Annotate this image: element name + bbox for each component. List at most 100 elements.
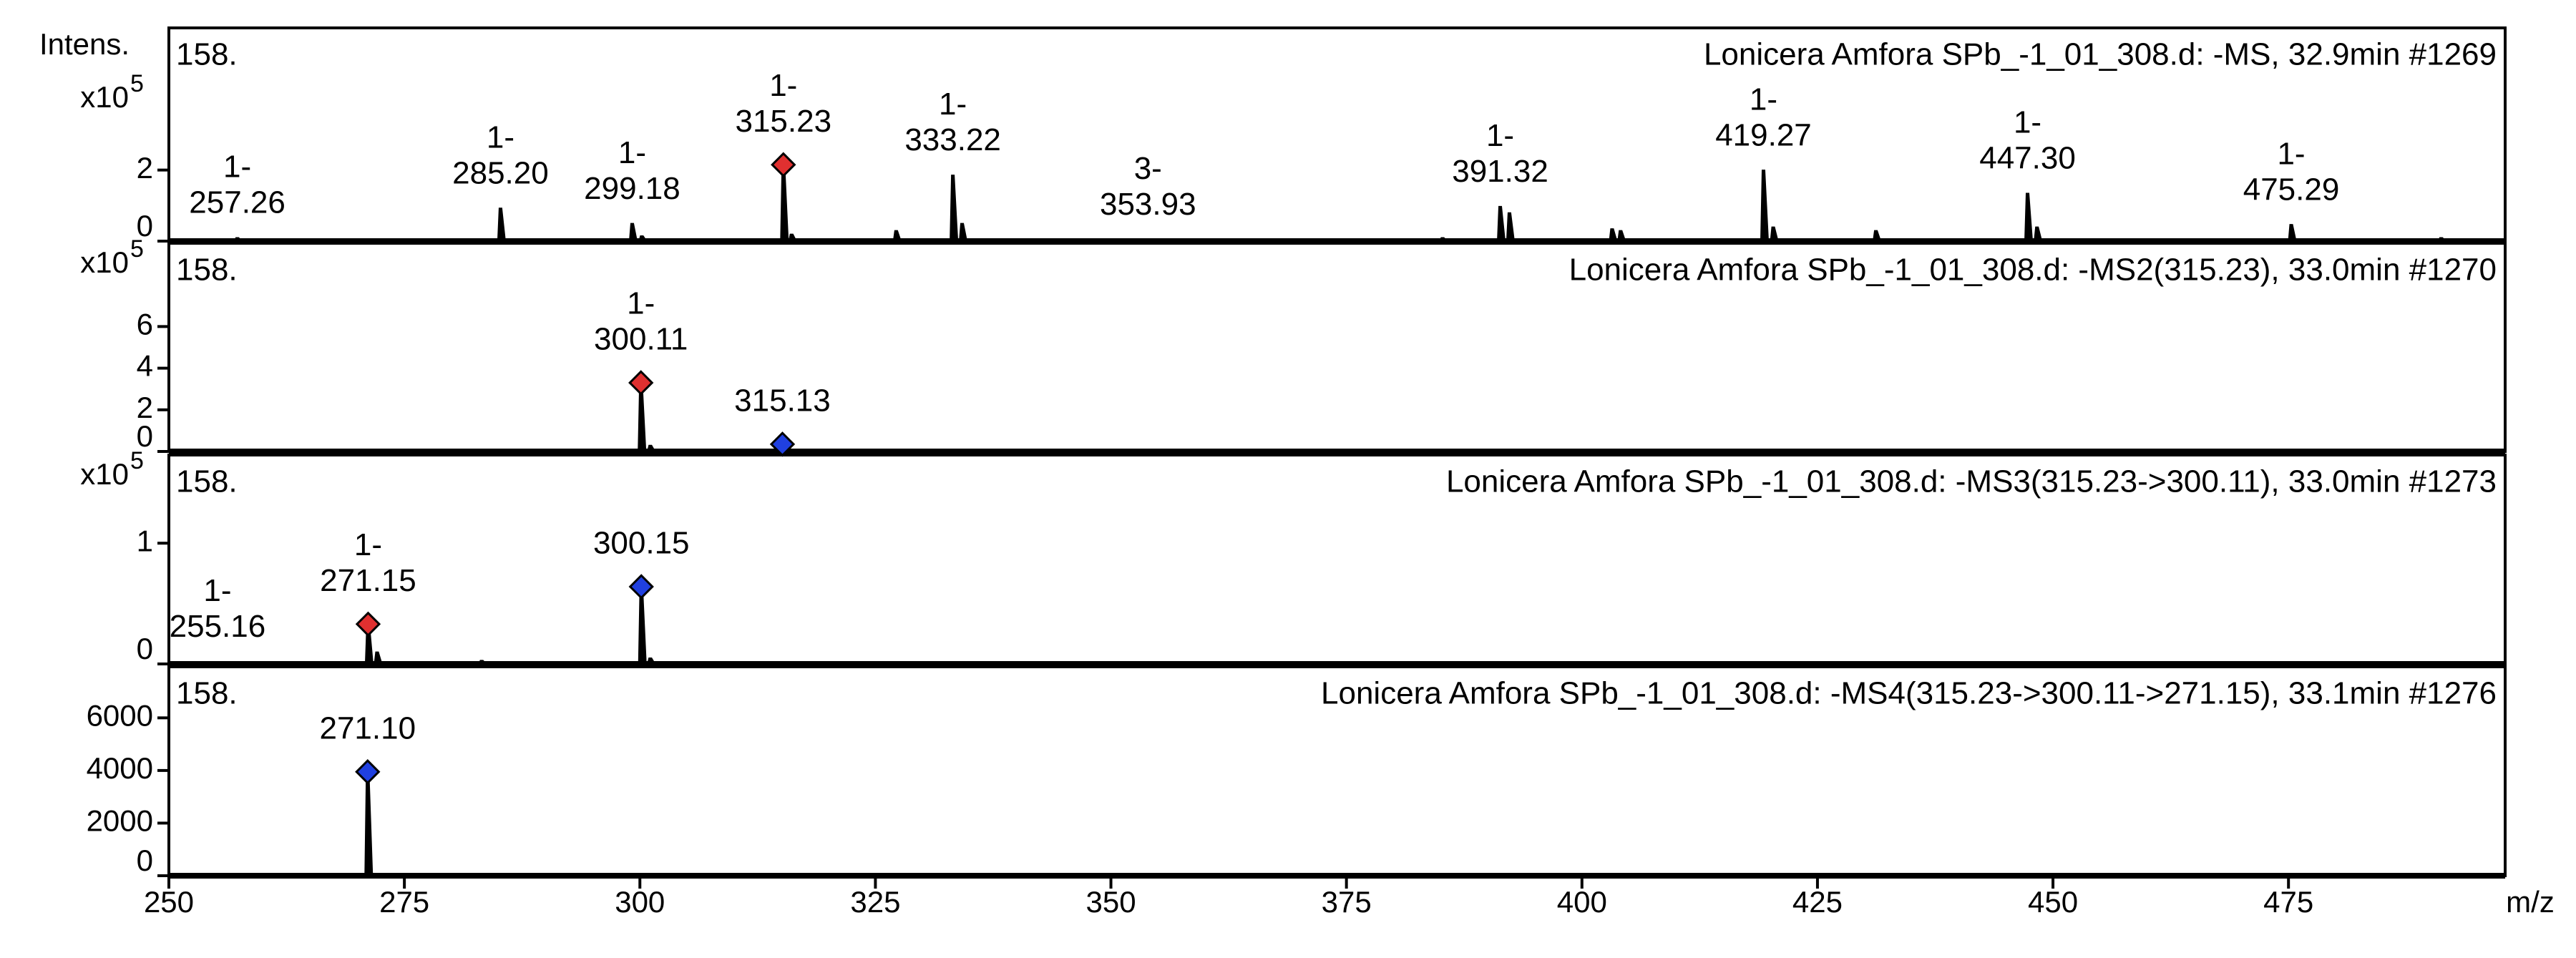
peak	[2173, 239, 2183, 242]
peak	[233, 237, 243, 242]
peak	[1439, 237, 1449, 242]
peak-label: 255.16	[170, 609, 266, 644]
x-tick-label: 325	[850, 885, 900, 919]
x-tick-label: 275	[379, 885, 429, 919]
y-unit-exponent: 5	[130, 447, 144, 474]
peak-label: 353.93	[1100, 187, 1196, 222]
panel-title: Lonicera Amfora SPb_-1_01_308.d: -MS3(31…	[1446, 464, 2497, 499]
y-tick-label: 6000	[87, 698, 153, 732]
peak-charge: 1-	[1750, 82, 1777, 117]
y-tick-label: 0	[137, 844, 153, 877]
peak	[364, 771, 374, 876]
y-tick-label: 1	[137, 524, 153, 557]
peak	[647, 658, 656, 665]
peak	[2437, 237, 2447, 242]
x-tick-label: 425	[1792, 885, 1843, 919]
peak-marker	[355, 759, 381, 785]
x-tick-label: 250	[144, 885, 194, 919]
peak-label: 315.13	[734, 383, 831, 418]
x-tick-label: 375	[1322, 885, 1372, 919]
y-tick-label: 2	[137, 391, 153, 424]
peak	[1760, 170, 1770, 242]
peak	[958, 223, 968, 242]
peak	[478, 660, 488, 665]
x-tick-label: 450	[2028, 885, 2078, 919]
panel-title: Lonicera Amfora SPb_-1_01_308.d: -MS2(31…	[1569, 253, 2497, 288]
peak-charge: 1-	[487, 119, 514, 155]
y-unit-base: x10	[80, 80, 129, 114]
peak	[638, 235, 648, 242]
peak-label: 257.26	[189, 185, 286, 220]
y-tick-label: 0	[137, 209, 153, 243]
peak-charge: 3-	[1134, 151, 1162, 186]
peak-label: 271.15	[320, 563, 416, 598]
peak	[1770, 226, 1779, 242]
scan-label: 158.	[176, 464, 238, 499]
panel-title: Lonicera Amfora SPb_-1_01_308.d: -MS4(31…	[1321, 676, 2497, 711]
peak-marker	[628, 574, 654, 600]
y-tick-label: 6	[137, 307, 153, 341]
peak-charge: 1-	[769, 68, 797, 103]
peak	[1609, 228, 1618, 242]
peak-charge: 1-	[1486, 118, 1514, 153]
peak-label: 285.20	[452, 155, 549, 190]
peak	[2024, 192, 2034, 242]
y-tick-label: 0	[137, 419, 153, 453]
peak	[892, 230, 902, 242]
x-tick-label: 300	[615, 885, 665, 919]
scan-label: 158.	[176, 37, 238, 72]
x-axis-label: m/z	[2506, 885, 2555, 919]
y-axis-label: Intens.	[39, 27, 130, 61]
peak-charge: 1-	[939, 87, 967, 122]
peak	[1144, 239, 1153, 242]
scan-label: 158.	[176, 253, 238, 288]
peak-label: 475.29	[2243, 172, 2340, 207]
peak	[628, 223, 638, 242]
peak-charge: 1-	[2014, 105, 2041, 140]
x-tick-label: 400	[1557, 885, 1607, 919]
peak	[214, 661, 224, 665]
y-tick-label: 2	[137, 151, 153, 185]
peak	[2288, 224, 2297, 242]
peak-charge: 1-	[2277, 136, 2305, 171]
peak-label: 419.27	[1715, 117, 1812, 152]
peak	[638, 586, 647, 665]
peak	[1506, 212, 1515, 242]
x-tick-label: 350	[1085, 885, 1136, 919]
y-tick-label: 4	[137, 349, 153, 383]
peak-charge: 1-	[618, 135, 646, 170]
peak-label: 333.22	[904, 122, 1001, 157]
y-unit-exponent: 5	[130, 235, 144, 263]
peak	[1872, 230, 1882, 242]
peak	[2034, 226, 2043, 242]
y-unit-base: x10	[80, 457, 129, 491]
peak-label: 300.11	[594, 322, 688, 357]
x-tick-label: 475	[2263, 885, 2313, 919]
peak-label: 299.18	[584, 171, 680, 206]
peak-charge: 1-	[203, 573, 231, 608]
y-unit-base: x10	[80, 245, 129, 279]
peak	[1617, 230, 1626, 242]
y-unit-exponent: 5	[130, 70, 144, 97]
peak-marker	[769, 431, 796, 457]
peak-label: 315.23	[735, 104, 831, 139]
peak-marker	[628, 370, 654, 396]
panel-title: Lonicera Amfora SPb_-1_01_308.d: -MS, 32…	[1704, 37, 2497, 72]
peak-marker	[355, 611, 381, 637]
peak	[788, 233, 798, 242]
peak-label: 447.30	[1979, 141, 2076, 176]
peak-charge: 1-	[354, 527, 382, 562]
peak-label: 391.32	[1452, 154, 1548, 189]
y-tick-label: 2000	[87, 804, 153, 838]
scan-label: 158.	[176, 676, 238, 711]
peak	[950, 175, 959, 242]
peak	[1496, 205, 1506, 242]
peak-label: 300.15	[593, 526, 690, 561]
y-tick-label: 4000	[87, 751, 153, 785]
peak-charge: 1-	[223, 150, 251, 185]
peak	[647, 444, 656, 452]
peak-charge: 1-	[627, 286, 655, 321]
peak	[497, 207, 506, 242]
peak-marker	[771, 152, 796, 177]
